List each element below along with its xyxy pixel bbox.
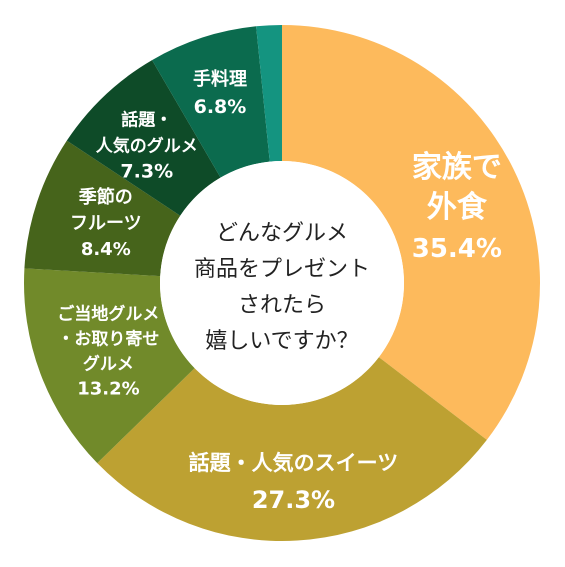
donut-hole bbox=[160, 161, 404, 405]
slice-sweets bbox=[97, 357, 487, 542]
center-line-2: 商品をプレゼント bbox=[194, 257, 370, 282]
slice-label-line-family: 外食 bbox=[427, 190, 488, 225]
slice-label-line-sweets: 話題・人気のスイーツ bbox=[189, 451, 399, 475]
slice-value-gourmet: 7.3% bbox=[120, 160, 173, 182]
slice-label-line-local: グルメ bbox=[83, 354, 134, 375]
slice-value-fruits: 8.4% bbox=[81, 239, 131, 260]
slice-label-line-gourmet: 話題・ bbox=[121, 109, 172, 130]
slice-label-line-family: 家族で bbox=[412, 150, 502, 185]
slice-label-line-local: ・お取り寄せ bbox=[57, 329, 159, 350]
slice-label-line-handmade: 手料理 bbox=[193, 68, 247, 90]
center-line-3: されたら bbox=[238, 293, 326, 318]
slice-handmade bbox=[152, 26, 270, 178]
slice-value-family: 35.4% bbox=[412, 234, 502, 264]
slice-fruits bbox=[24, 140, 181, 277]
slice-local bbox=[24, 268, 195, 464]
center-line-4: 嬉しいですか？ bbox=[205, 329, 358, 354]
donut-slices bbox=[24, 25, 540, 542]
slice-value-local: 13.2% bbox=[77, 379, 139, 400]
slice-label-line-fruits: フルーツ bbox=[70, 213, 142, 234]
center-question: どんなグルメ 商品をプレゼント されたら 嬉しいですか？ bbox=[194, 221, 370, 354]
slice-label-line-fruits: 季節の bbox=[79, 186, 133, 208]
slice-family bbox=[282, 25, 540, 440]
slice-value-sweets: 27.3% bbox=[252, 486, 335, 514]
slice-label-line-gourmet: 人気のグルメ bbox=[96, 135, 198, 156]
slice-other bbox=[256, 25, 282, 162]
center-line-1: どんなグルメ bbox=[216, 221, 348, 246]
slice-gourmet bbox=[66, 60, 221, 216]
slice-label-line-local: ご当地グルメ bbox=[57, 304, 159, 325]
slice-value-handmade: 6.8% bbox=[194, 96, 247, 118]
